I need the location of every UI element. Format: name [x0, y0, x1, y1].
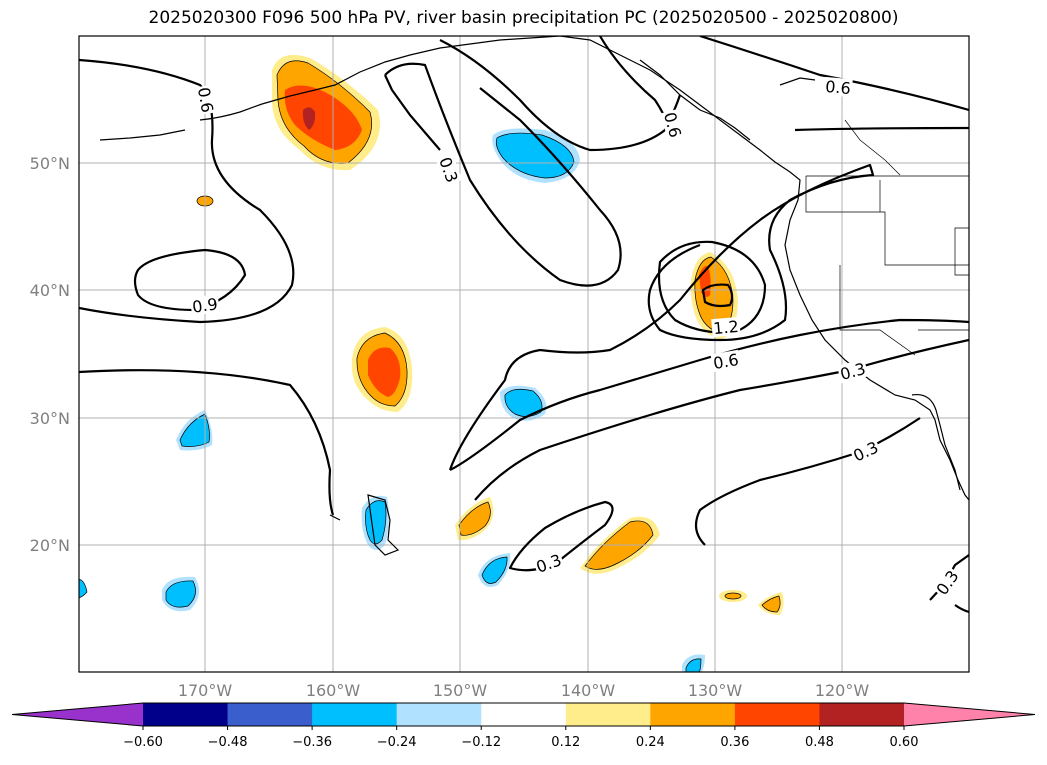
colorbar-swatch [312, 703, 398, 726]
pv-contour [657, 240, 767, 334]
contour-label: 1.2 [712, 317, 739, 338]
colorbar-tick-label: 0.12 [551, 735, 580, 750]
colorbar-swatch [819, 703, 905, 726]
pv-contour [384, 74, 441, 151]
contour-label: 0.6 [712, 350, 740, 373]
colorbar-swatch [396, 703, 482, 726]
latitude-labels: 50°N 40°N 30°N 20°N [30, 154, 70, 555]
colorbar-tick-label: 0.48 [805, 735, 834, 750]
colorbar-tick-label: −0.12 [461, 735, 501, 750]
lon-label-140w: 140°W [561, 681, 616, 700]
colorbar-tick-label: −0.60 [123, 735, 163, 750]
lat-label-40n: 40°N [30, 281, 70, 300]
lon-label-150w: 150°W [433, 681, 488, 700]
pv-contour [954, 604, 969, 614]
anomaly-blob [724, 592, 742, 600]
pv-contour [701, 283, 734, 308]
colorbar-swatch [227, 703, 313, 726]
anomaly-blob [79, 578, 88, 599]
lon-label-130w: 130°W [688, 681, 743, 700]
colorbar: −0.60 −0.48 −0.36 −0.24 −0.12 0.12 0.24 0.36 0.4… [11, 702, 1036, 750]
pv-contour [79, 369, 335, 516]
coastlines [99, 36, 969, 556]
pv-contour [794, 126, 969, 132]
political-borders [805, 119, 969, 356]
anomaly-blob [504, 388, 543, 417]
pv-contour [448, 163, 875, 471]
contour-label: 0.9 [191, 294, 219, 316]
colorbar-tick-label: −0.24 [377, 735, 417, 750]
lat-label-30n: 30°N [30, 409, 70, 428]
pv-contour [474, 338, 969, 501]
lat-label-50n: 50°N [30, 154, 70, 173]
colorbar-tick-label: 0.60 [890, 735, 919, 750]
colorbar-tick-label: 0.24 [636, 735, 665, 750]
colorbar-swatch [565, 703, 651, 726]
contour-label: 0.6 [825, 77, 852, 98]
anomaly-blob [761, 595, 781, 613]
anomaly-blob [458, 501, 491, 536]
pv-contour [79, 58, 295, 324]
colorbar-extend-low [12, 703, 143, 726]
anomaly-blob [481, 556, 508, 584]
map-frame [78, 35, 970, 673]
anomaly-blob [495, 132, 575, 179]
lat-label-20n: 20°N [30, 536, 70, 555]
map-title: 2025020300 F096 500 hPa PV, river basin … [148, 8, 899, 28]
anomaly-blob [179, 413, 210, 447]
colorbar-swatch [650, 703, 736, 726]
anomaly-blob [165, 580, 196, 608]
colorbar-swatch [143, 703, 229, 726]
anomaly-blob [368, 347, 401, 397]
colorbar-swatch [734, 703, 820, 726]
pv-contour [699, 36, 969, 112]
lon-label-160w: 160°W [306, 681, 361, 700]
pv-contour [449, 318, 969, 471]
lon-label-170w: 170°W [178, 681, 233, 700]
lon-label-120w: 120°W [815, 681, 870, 700]
pv-contour [384, 62, 622, 287]
contour-label: 0.6 [194, 86, 217, 114]
pv-contours [79, 36, 969, 614]
colorbar-swatch [481, 703, 567, 726]
precip-anomaly-shading [79, 54, 784, 672]
anomaly-blob [365, 500, 387, 545]
anomaly-blob [302, 107, 316, 130]
pv-contour [133, 248, 247, 312]
colorbar-tick-label: 0.36 [720, 735, 749, 750]
colorbar-tick-label: −0.48 [208, 735, 248, 750]
colorbar-extend-high [904, 703, 1035, 726]
colorbar-tick-label: −0.36 [292, 735, 332, 750]
anomaly-blob [284, 85, 362, 150]
anomaly-blob [685, 658, 702, 672]
longitude-labels: 170°W 160°W 150°W 140°W 130°W 120°W [178, 681, 870, 700]
